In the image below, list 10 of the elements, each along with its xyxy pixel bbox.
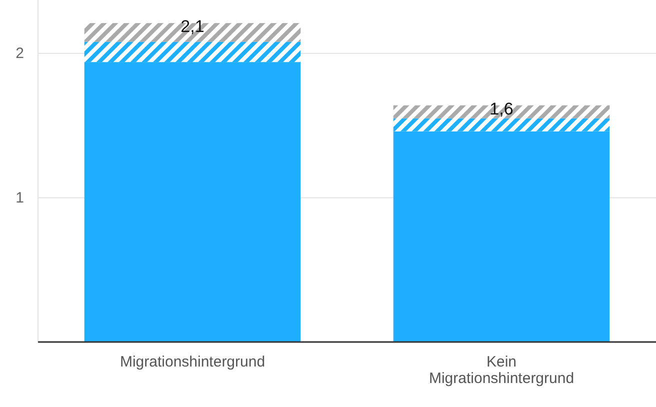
y-tick-label: 1	[16, 189, 24, 206]
bar	[393, 118, 610, 132]
annotation: 1,6	[490, 99, 514, 118]
bar	[84, 62, 301, 342]
y-tick-label: 2	[16, 45, 24, 62]
x-tick-label: Migrationshintergrund	[120, 354, 266, 371]
annotation: 2,1	[180, 17, 204, 36]
x-tick-label: Kein Migrationshintergrund	[428, 354, 574, 388]
bar	[84, 42, 301, 62]
bar	[393, 131, 610, 342]
